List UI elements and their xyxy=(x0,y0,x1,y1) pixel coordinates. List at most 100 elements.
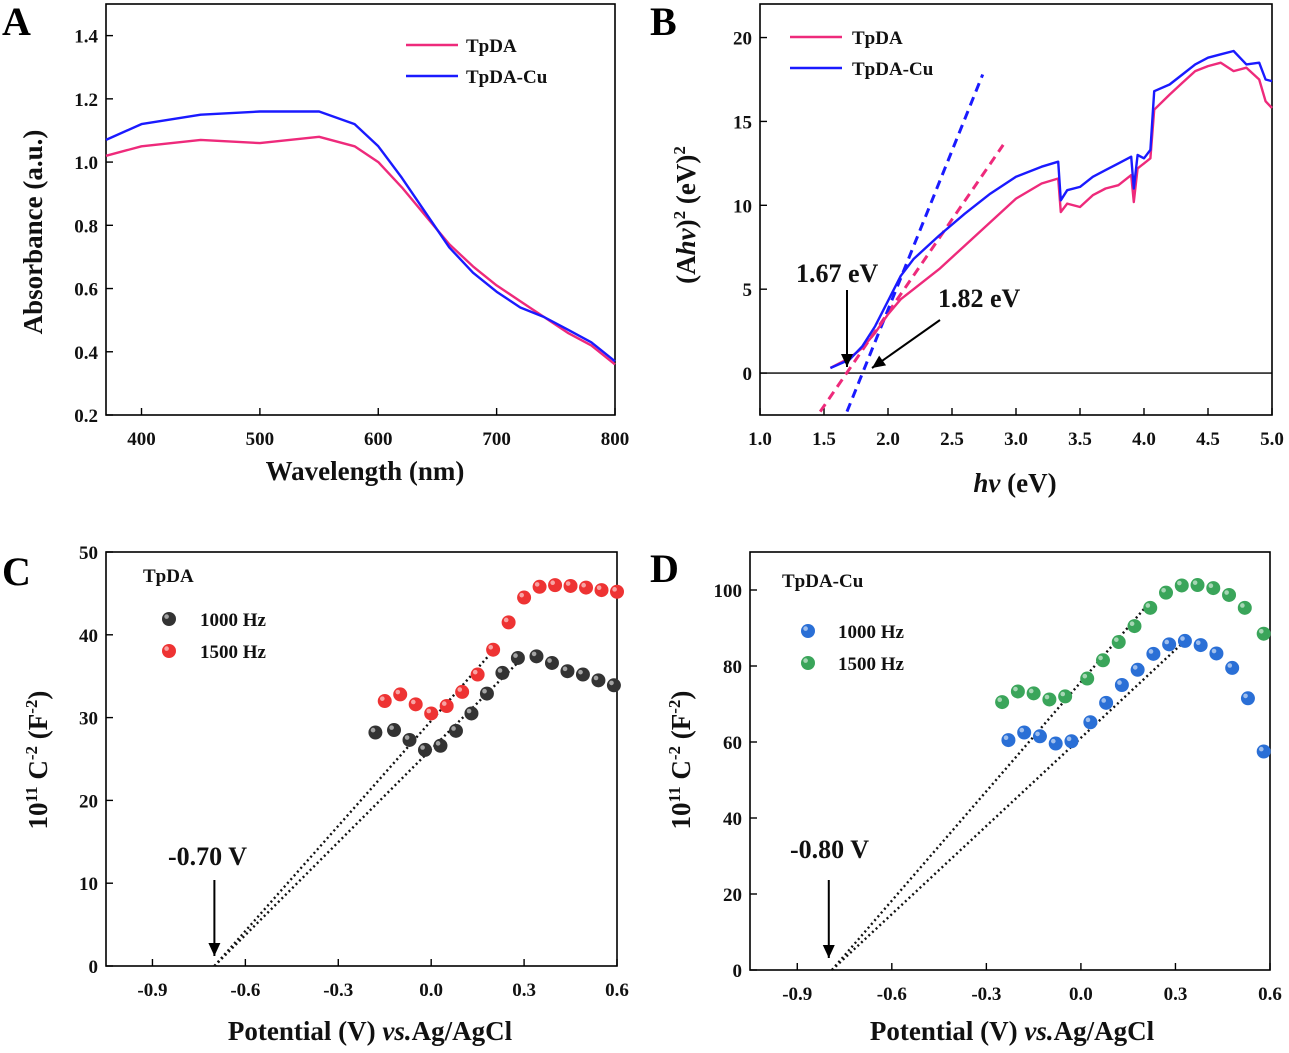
panel-c-point-1000hz xyxy=(433,738,448,753)
panel-c-point-1000hz xyxy=(560,664,575,679)
panel-a-xtick-label: 700 xyxy=(482,429,511,450)
panel-a-ytick-label: 1.4 xyxy=(74,27,98,48)
panel-b-ytick-label: 10 xyxy=(733,196,752,217)
panel-b-xtick-label: 4.0 xyxy=(1132,429,1156,450)
panel-d-point-1500hz xyxy=(1237,600,1252,615)
panel-a-letter: A xyxy=(2,0,31,44)
panel-d-letter: D xyxy=(650,546,679,591)
panel-d-point-1000hz-highlight xyxy=(1195,640,1201,645)
panel-d-point-1500hz xyxy=(1159,585,1173,600)
panel-d-point-1000hz-highlight xyxy=(1211,648,1217,654)
panel-d-point-1000hz-highlight xyxy=(1164,639,1170,645)
panel-c-point-1500hz-highlight xyxy=(441,701,447,706)
panel-c-point-1000hz-highlight xyxy=(389,725,394,730)
panel-c-ytick-label: 10 xyxy=(79,874,98,895)
panel-d-point-1500hz-highlight xyxy=(1177,580,1182,586)
panel-d-point-1000hz-highlight xyxy=(1085,717,1091,723)
panel-c-point-1500hz xyxy=(424,706,439,721)
panel-c-xtick-label: -0.3 xyxy=(323,980,353,1001)
panel-d-point-1000hz xyxy=(1162,637,1177,652)
panel-b-xtick-label: 1.0 xyxy=(748,429,772,450)
panel-c-point-1500hz xyxy=(610,584,624,599)
panel-d-point-1000hz xyxy=(1209,646,1224,661)
panel-b: B 1.0 1.5 2.0 2.5 3.0 3.5 4.0 4.5 5.0 0 5 10 15 20 hv… xyxy=(650,0,1284,498)
panel-a-ytick-label: 0.4 xyxy=(74,343,98,364)
panel-b-fit-line-tpda-cu xyxy=(845,73,985,413)
panel-c-point-1000hz-highlight xyxy=(513,653,518,658)
panel-b-series-tpda-line xyxy=(829,61,1273,370)
panel-d-point-1500hz xyxy=(1190,578,1205,593)
panel-c-point-1000hz-highlight xyxy=(562,666,568,672)
panel-b-letter: B xyxy=(650,0,677,44)
panel-c-point-1500hz xyxy=(408,697,423,712)
panel-c-arrow-070-head xyxy=(208,943,221,956)
panel-c-point-1000hz-highlight xyxy=(497,668,503,673)
panel-c-point-1000hz xyxy=(529,649,544,664)
panel-c-legend-marker-1500hz xyxy=(162,644,176,658)
panel-c-point-1000hz-highlight xyxy=(404,735,410,740)
panel-c-fit-line-0 xyxy=(213,646,498,967)
panel-d-point-1500hz xyxy=(1010,684,1025,699)
panel-a-ytick-label: 0.8 xyxy=(74,216,98,237)
panel-d-point-1500hz-highlight xyxy=(1013,686,1018,692)
panel-d-point-1500hz xyxy=(1143,600,1158,615)
panel-d-point-1000hz-highlight xyxy=(1258,746,1264,752)
panel-d-point-1000hz-highlight xyxy=(1101,698,1107,703)
panel-c-point-1000hz-highlight xyxy=(451,726,456,731)
panel-b-ytick-label: 20 xyxy=(733,29,752,50)
panel-c-point-1000hz-highlight xyxy=(547,658,552,663)
panel-c-point-1500hz xyxy=(439,699,454,714)
panel-d-ytick-label: 80 xyxy=(723,657,742,678)
panel-d-point-1500hz xyxy=(1095,653,1110,668)
panel-c-fit-line-1 xyxy=(213,655,525,967)
panel-d-point-1000hz xyxy=(1001,733,1016,748)
panel-a-ylabel: Absorbance (a.u.) xyxy=(18,130,48,335)
panel-c-point-1500hz-highlight xyxy=(410,699,416,705)
panel-c-point-1500hz xyxy=(563,578,578,593)
panel-d-point-1000hz-highlight xyxy=(1035,731,1040,737)
panel-c-ytick-label: 30 xyxy=(79,709,98,730)
panel-b-ytick-label: 5 xyxy=(743,280,753,301)
panel-c-xtick-label: 0.6 xyxy=(605,980,629,1001)
panel-b-fit-line-tpda xyxy=(818,144,1005,413)
panel-a-legend-label-tpda-cu: TpDA-Cu xyxy=(466,67,548,88)
panel-c-point-1500hz-highlight xyxy=(380,696,385,701)
panel-c-point-1000hz-highlight xyxy=(370,727,376,733)
panel-a-plot: 400 500 600 700 800 0.2 0.4 0.6 0.8 1.0 1.2 1.4 xyxy=(74,3,629,450)
panel-a-ytick-label: 1.0 xyxy=(74,153,98,174)
panel-b-xtick-label: 1.5 xyxy=(812,429,836,450)
panel-c-point-1000hz xyxy=(495,665,510,680)
panel-b-legend-label-tpda-cu: TpDA-Cu xyxy=(852,59,934,80)
panel-c-point-1500hz-highlight xyxy=(457,687,463,692)
panel-d-point-1500hz xyxy=(1174,578,1189,593)
panel-c-point-1000hz-highlight xyxy=(593,675,599,681)
panel-d-xtick-label: -0.6 xyxy=(877,984,907,1005)
panel-c-point-1000hz xyxy=(417,742,432,757)
panel-d-point-1000hz xyxy=(1048,736,1063,751)
panel-d-point-1000hz xyxy=(1099,695,1114,710)
panel-d-point-1500hz xyxy=(1080,671,1095,686)
panel-c-annotation-070: -0.70 V xyxy=(168,842,247,871)
panel-d-point-1000hz-highlight xyxy=(1132,665,1138,670)
panel-d-point-1000hz xyxy=(1177,633,1192,648)
panel-c-point-1000hz-highlight xyxy=(466,708,472,714)
panel-d-point-1500hz-highlight xyxy=(1145,603,1151,608)
panel-c-ytick-label: 50 xyxy=(79,543,98,564)
panel-c-point-1000hz xyxy=(368,725,383,740)
panel-c-point-1500hz-highlight xyxy=(488,645,494,650)
panel-c-point-1500hz xyxy=(517,590,532,605)
panel-c-point-1500hz-highlight xyxy=(534,582,540,587)
panel-c-axes-frame xyxy=(105,551,618,967)
panel-d-point-1000hz-highlight xyxy=(1243,693,1248,699)
panel-d-annotation-080: -0.80 V xyxy=(790,835,869,864)
panel-d-point-1500hz-highlight xyxy=(1060,691,1066,697)
panel-d-point-1000hz-highlight xyxy=(1117,680,1122,685)
panel-a-ytick-label: 1.2 xyxy=(74,90,98,111)
panel-c-point-1000hz-highlight xyxy=(531,651,537,657)
panel-d-point-1000hz xyxy=(1256,744,1271,759)
panel-c-legend-label-1500hz: 1500 Hz xyxy=(200,642,267,663)
panel-c-ylabel: 1011 C-2 (F-2) xyxy=(22,691,53,830)
panel-c-point-1000hz-highlight xyxy=(420,745,425,750)
panel-a-series-tpda-cu-line xyxy=(105,110,616,363)
panel-d-xtick-label: -0.3 xyxy=(971,984,1001,1005)
